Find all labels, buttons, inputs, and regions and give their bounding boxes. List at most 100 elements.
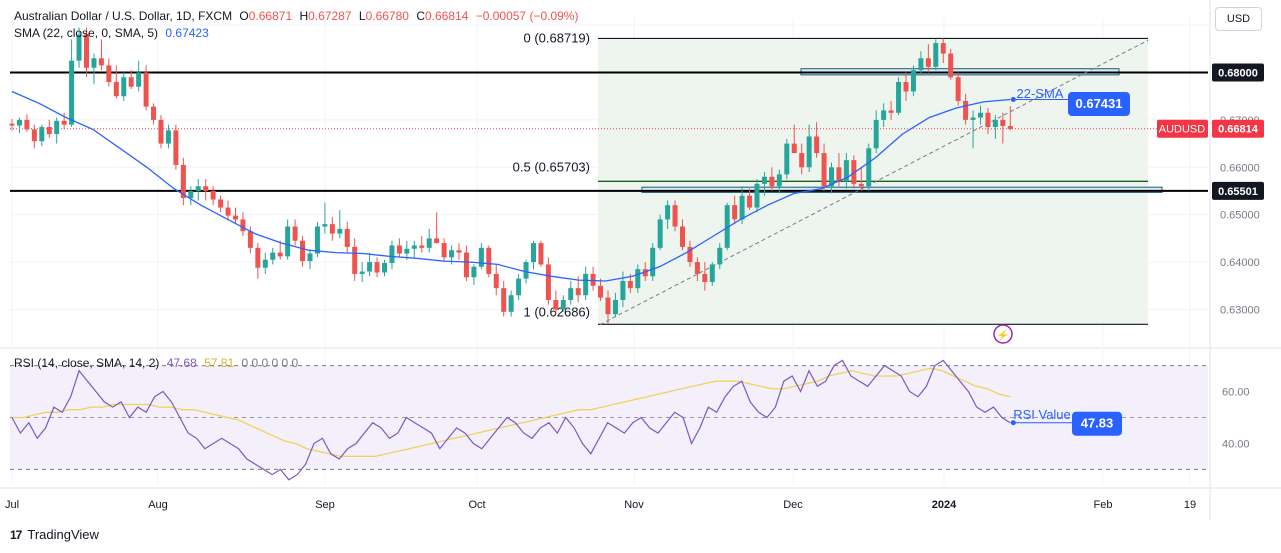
candle-down[interactable] [814, 136, 820, 154]
candle-down[interactable] [747, 195, 753, 208]
candle-down[interactable] [173, 130, 179, 165]
candle-down[interactable] [463, 252, 469, 278]
candle-down[interactable] [687, 246, 693, 263]
currency-button[interactable]: USD [1215, 7, 1262, 31]
candle-down[interactable] [24, 119, 30, 130]
candle-up[interactable] [568, 288, 574, 300]
candle-up[interactable] [776, 174, 782, 187]
candle-up[interactable] [665, 205, 671, 220]
rsi-line[interactable] [11, 359, 1011, 481]
candle-down[interactable] [538, 243, 544, 265]
candle-down[interactable] [836, 167, 842, 182]
candle-up[interactable] [523, 262, 529, 279]
candle-down[interactable] [203, 186, 209, 191]
candle-down[interactable] [61, 120, 67, 125]
candle-down[interactable] [940, 43, 946, 54]
candle-down[interactable] [277, 252, 283, 257]
candle-up[interactable] [54, 120, 60, 135]
candle-up[interactable] [754, 183, 760, 208]
candle-up[interactable] [359, 271, 365, 274]
candle-down[interactable] [218, 199, 224, 208]
candle-up[interactable] [933, 43, 939, 67]
candle-down[interactable] [158, 119, 164, 144]
candle-down[interactable] [851, 160, 857, 184]
candle-down[interactable] [329, 224, 335, 234]
candle-up[interactable] [121, 77, 127, 97]
candle-up[interactable] [866, 148, 872, 187]
candle-up[interactable] [367, 262, 373, 272]
candle-down[interactable] [1000, 119, 1006, 127]
candle-up[interactable] [635, 269, 641, 289]
candle-down[interactable] [434, 238, 440, 244]
candle-down[interactable] [732, 205, 738, 220]
candle-down[interactable] [888, 110, 894, 113]
candle-up[interactable] [382, 263, 387, 273]
candle-down[interactable] [456, 250, 462, 253]
candle-up[interactable] [583, 273, 589, 296]
candle-down[interactable] [210, 190, 216, 200]
candle-up[interactable] [784, 143, 790, 175]
candle-up[interactable] [978, 112, 983, 118]
candle-up[interactable] [39, 127, 45, 142]
candle-up[interactable] [389, 245, 395, 264]
candle-down[interactable] [493, 273, 499, 289]
candle-up[interactable] [724, 205, 730, 248]
candle-down[interactable] [598, 285, 604, 298]
candle-down[interactable] [9, 123, 15, 126]
candle-down[interactable] [672, 205, 678, 227]
lightning-icon[interactable] [993, 324, 1013, 344]
candle-up[interactable] [478, 247, 484, 267]
candle-up[interactable] [262, 259, 268, 268]
candle-down[interactable] [575, 288, 581, 296]
candle-up[interactable] [69, 60, 75, 125]
candle-down[interactable] [858, 183, 864, 187]
candle-down[interactable] [180, 164, 186, 199]
candle-down[interactable] [143, 72, 149, 107]
candle-down[interactable] [590, 273, 596, 286]
candle-down[interactable] [605, 297, 611, 315]
candle-up[interactable] [188, 190, 194, 199]
candle-up[interactable] [411, 245, 417, 249]
candle-down[interactable] [553, 299, 559, 310]
tradingview-brand[interactable]: 17 TradingView [10, 527, 99, 542]
candle-down[interactable] [374, 262, 380, 273]
candle-up[interactable] [560, 299, 566, 310]
candle-down[interactable] [247, 231, 253, 248]
candle-down[interactable] [300, 240, 306, 262]
candle-up[interactable] [881, 110, 887, 120]
candle-down[interactable] [769, 176, 775, 187]
candle-down[interactable] [799, 153, 805, 168]
candle-up[interactable] [16, 119, 22, 126]
candle-down[interactable] [113, 81, 119, 97]
candle-up[interactable] [739, 195, 745, 220]
candle-up[interactable] [843, 160, 849, 182]
candle-down[interactable] [31, 129, 37, 142]
candle-down[interactable] [233, 215, 238, 220]
candle-up[interactable] [136, 72, 142, 87]
candle-down[interactable] [46, 127, 52, 135]
candle-down[interactable] [963, 100, 969, 120]
candle-up[interactable] [516, 278, 522, 296]
candle-up[interactable] [508, 295, 514, 312]
candle-up[interactable] [992, 119, 998, 127]
candle-down[interactable] [84, 34, 89, 68]
candle-up[interactable] [337, 228, 343, 234]
candle-up[interactable] [270, 252, 276, 260]
candle-down[interactable] [1007, 126, 1013, 129]
candle-down[interactable] [255, 247, 261, 268]
candle-up[interactable] [404, 248, 410, 254]
candle-down[interactable] [627, 281, 633, 289]
candle-up[interactable] [76, 34, 82, 61]
candle-down[interactable] [240, 219, 246, 232]
rsi-ma-line[interactable] [12, 367, 1011, 458]
support-zone-box[interactable] [641, 186, 1163, 193]
candle-up[interactable] [657, 219, 663, 248]
sma-line[interactable] [11, 90, 1011, 282]
candle-up[interactable] [307, 253, 313, 262]
candle-up[interactable] [873, 119, 879, 149]
candle-down[interactable] [903, 81, 909, 92]
candle-up[interactable] [896, 81, 902, 113]
candle-up[interactable] [970, 117, 976, 120]
candle-up[interactable] [717, 247, 723, 265]
